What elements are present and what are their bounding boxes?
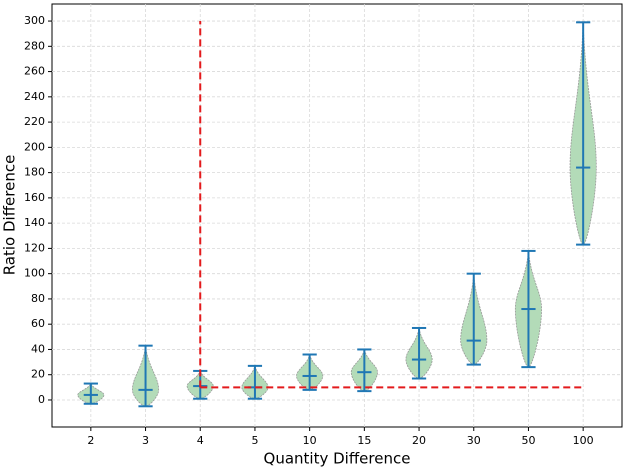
y-tick-label: 120 — [24, 241, 45, 254]
plot-frame — [51, 3, 623, 428]
y-tick-label: 200 — [24, 140, 45, 153]
x-tick-label: 100 — [573, 434, 594, 447]
y-tick-label: 180 — [24, 166, 45, 179]
x-axis-label: Quantity Difference — [264, 450, 411, 468]
y-tick-label: 40 — [31, 342, 45, 355]
x-tick-label: 3 — [142, 434, 149, 447]
x-tick-label: 2 — [87, 434, 94, 447]
y-tick-label: 80 — [31, 292, 45, 305]
y-tick-label: 160 — [24, 191, 45, 204]
x-tick-label: 10 — [303, 434, 317, 447]
x-tick-label: 30 — [467, 434, 481, 447]
y-tick-label: 140 — [24, 216, 45, 229]
y-axis-label: Ratio Difference — [1, 155, 19, 276]
x-tick-label: 15 — [357, 434, 371, 447]
x-tick-label: 4 — [197, 434, 204, 447]
y-tick-label: 300 — [24, 14, 45, 27]
y-tick-label: 260 — [24, 65, 45, 78]
y-tick-label: 240 — [24, 90, 45, 103]
x-tick-label: 50 — [521, 434, 535, 447]
y-tick-label: 100 — [24, 267, 45, 280]
y-tick-label: 280 — [24, 39, 45, 52]
x-tick-label: 5 — [251, 434, 258, 447]
y-tick-label: 220 — [24, 115, 45, 128]
x-tick-label: 20 — [412, 434, 426, 447]
y-tick-label: 20 — [31, 368, 45, 381]
y-tick-label: 0 — [38, 393, 45, 406]
y-tick-label: 60 — [31, 317, 45, 330]
